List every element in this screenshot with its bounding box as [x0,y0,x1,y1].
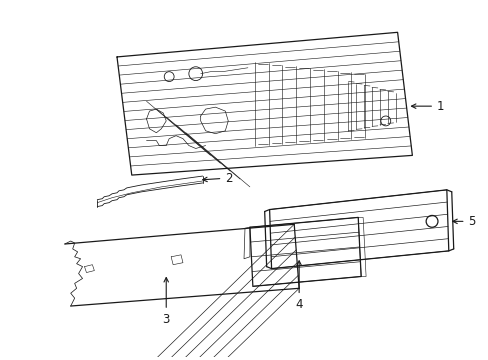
Text: 5: 5 [452,215,475,228]
Text: 1: 1 [410,100,444,113]
Text: 3: 3 [162,278,169,326]
Text: 4: 4 [295,261,302,311]
Text: 2: 2 [203,171,232,185]
